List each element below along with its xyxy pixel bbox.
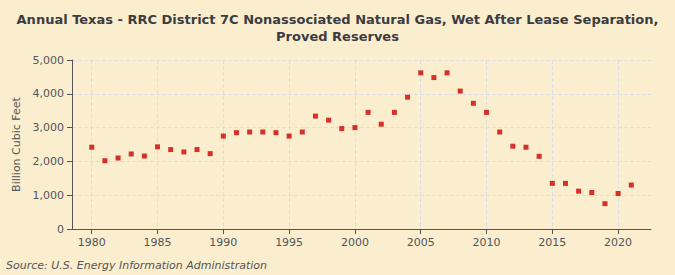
svg-text:3,000: 3,000: [33, 121, 65, 134]
svg-text:1980: 1980: [78, 236, 106, 249]
svg-text:0: 0: [57, 223, 64, 236]
svg-text:2000: 2000: [341, 236, 369, 249]
svg-text:4,000: 4,000: [33, 87, 65, 100]
svg-text:5,000: 5,000: [33, 54, 65, 67]
svg-text:Source: U.S. Energy Informatio: Source: U.S. Energy Information Administ…: [6, 259, 267, 272]
svg-text:Billion Cubic Feet: Billion Cubic Feet: [10, 96, 23, 191]
svg-text:Proved Reserves: Proved Reserves: [276, 29, 399, 44]
svg-text:1,000: 1,000: [33, 189, 65, 202]
svg-text:1990: 1990: [209, 236, 237, 249]
svg-text:2005: 2005: [407, 236, 435, 249]
svg-text:2015: 2015: [538, 236, 566, 249]
svg-text:1985: 1985: [144, 236, 172, 249]
svg-text:2020: 2020: [604, 236, 632, 249]
svg-text:1995: 1995: [275, 236, 303, 249]
svg-text:2,000: 2,000: [33, 155, 65, 168]
svg-text:Annual Texas - RRC District 7C: Annual Texas - RRC District 7C Nonassoci…: [17, 12, 659, 27]
svg-text:2010: 2010: [473, 236, 501, 249]
